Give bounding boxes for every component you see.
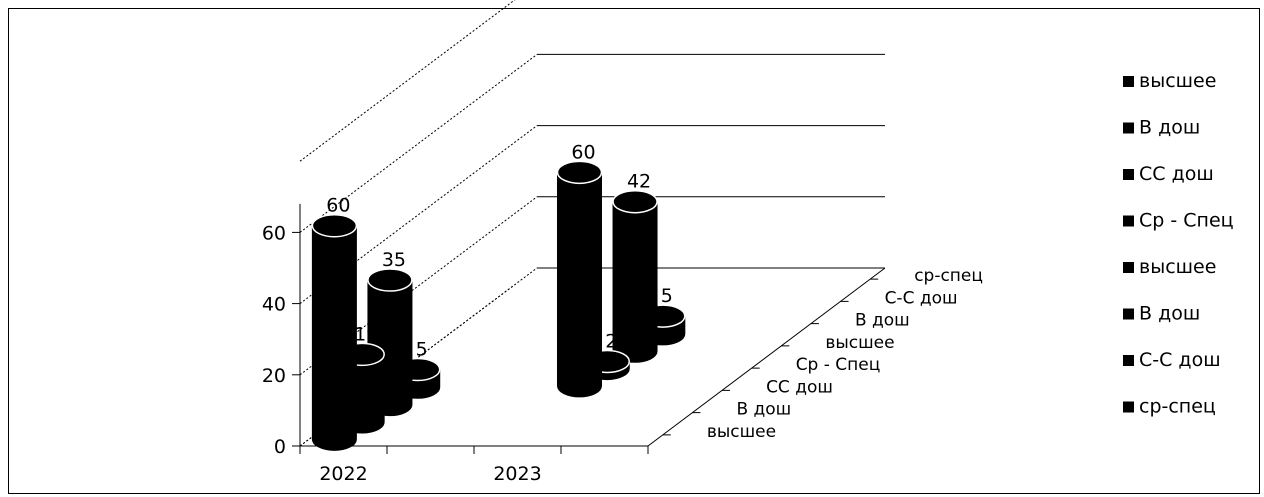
legend-label: СС дош bbox=[1139, 163, 1214, 185]
bar bbox=[311, 213, 358, 451]
depth-tick-label: В дош bbox=[855, 311, 910, 331]
depth-tick-label: ср-спец bbox=[914, 266, 983, 286]
side-wall-top bbox=[299, 0, 516, 162]
legend-label: высшее bbox=[1139, 70, 1216, 92]
legend-swatch bbox=[1123, 401, 1134, 413]
bar-top bbox=[556, 160, 603, 185]
chart-legend: высшее В дош СС дош Ср - Спец высшее В дош С-С… bbox=[1123, 70, 1234, 418]
depth-tick-label: С-С дош bbox=[885, 288, 958, 308]
depth-tick-label: высшее bbox=[825, 333, 894, 353]
legend-item: Ср - Спец bbox=[1123, 210, 1234, 232]
depth-axis-line bbox=[647, 267, 886, 447]
legend-item: С-С дош bbox=[1123, 349, 1221, 371]
legend-swatch bbox=[1123, 262, 1134, 273]
legend-label: В дош bbox=[1139, 303, 1200, 325]
data-label: 42 bbox=[627, 171, 651, 193]
depth-tick-label: В дош bbox=[736, 400, 791, 420]
y-tick-label: 20 bbox=[262, 365, 286, 387]
legend-label: ср-спец bbox=[1139, 396, 1216, 418]
legend-label: Ср - Спец bbox=[1139, 210, 1234, 232]
data-label: 5 bbox=[416, 338, 428, 360]
bar bbox=[556, 160, 603, 398]
legend-label: высшее bbox=[1139, 256, 1216, 278]
x-tick-label: 2023 bbox=[493, 463, 541, 485]
data-label: 60 bbox=[571, 141, 595, 163]
legend-swatch bbox=[1123, 169, 1134, 180]
data-label: 5 bbox=[661, 285, 673, 307]
y-tick-label: 60 bbox=[262, 222, 286, 244]
bar-body bbox=[612, 201, 658, 363]
data-label: 60 bbox=[326, 195, 350, 217]
bar-top bbox=[612, 189, 658, 214]
bar-top bbox=[367, 268, 413, 292]
y-tick-label: 40 bbox=[262, 294, 286, 316]
chart-bars bbox=[311, 160, 686, 451]
legend-item: высшее bbox=[1123, 256, 1216, 278]
legend-swatch bbox=[1123, 308, 1134, 320]
data-label: 19 bbox=[354, 323, 378, 345]
depth-tick-label: высшее bbox=[707, 422, 776, 442]
depth-tick-label: Ср - Спец bbox=[796, 355, 881, 375]
bar-body bbox=[556, 171, 602, 398]
legend-swatch bbox=[1123, 355, 1134, 366]
legend-swatch bbox=[1123, 76, 1134, 87]
bar bbox=[612, 189, 658, 363]
legend-label: С-С дош bbox=[1139, 349, 1221, 371]
data-label: 35 bbox=[382, 249, 406, 271]
bar-top bbox=[311, 213, 358, 238]
legend-item: ср-спец bbox=[1123, 396, 1216, 418]
y-tick-label: 0 bbox=[274, 436, 286, 458]
legend-item: высшее bbox=[1123, 70, 1216, 92]
legend-label: В дош bbox=[1139, 117, 1200, 139]
legend-swatch bbox=[1123, 215, 1134, 227]
legend-item: В дош bbox=[1123, 303, 1200, 325]
bar-body bbox=[311, 225, 357, 451]
side-wall-gridline bbox=[299, 54, 538, 233]
depth-tick-label: СС дош bbox=[766, 377, 833, 397]
legend-item: В дош bbox=[1123, 117, 1200, 139]
data-label: 2 bbox=[605, 330, 617, 352]
legend-swatch bbox=[1123, 122, 1134, 134]
x-tick-label: 2022 bbox=[319, 463, 367, 485]
legend-item: СС дош bbox=[1123, 163, 1214, 185]
